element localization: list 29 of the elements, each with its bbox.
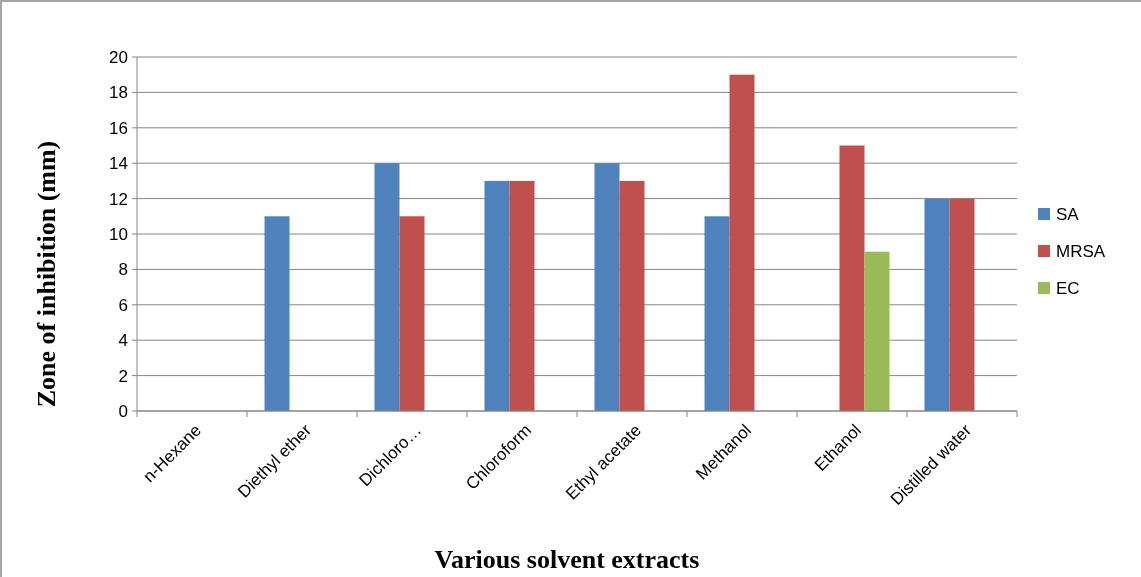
bar bbox=[484, 180, 510, 411]
y-axis-title: Zone of inhibition (mm) bbox=[32, 140, 61, 408]
legend-label: MRSA bbox=[1056, 241, 1106, 261]
y-tick-label: 8 bbox=[118, 260, 128, 280]
y-tick-label: 4 bbox=[118, 331, 128, 351]
bar bbox=[704, 216, 730, 411]
y-tick-label: 0 bbox=[118, 401, 128, 421]
y-tick-label: 18 bbox=[109, 83, 128, 103]
y-tick-label: 6 bbox=[118, 295, 128, 315]
bar bbox=[509, 180, 535, 411]
bar bbox=[864, 251, 890, 411]
y-tick-label: 20 bbox=[109, 47, 128, 67]
y-tick-label: 16 bbox=[109, 118, 128, 138]
y-tick-label: 10 bbox=[109, 224, 128, 244]
legend-label: EC bbox=[1056, 278, 1080, 298]
y-tick-label: 2 bbox=[118, 366, 128, 386]
y-tick-label: 14 bbox=[109, 154, 128, 174]
bar bbox=[839, 145, 865, 411]
x-axis-title: Various solvent extracts bbox=[434, 545, 700, 574]
bar bbox=[924, 198, 950, 411]
bar bbox=[374, 163, 400, 411]
y-tick-label: 12 bbox=[109, 189, 128, 209]
bar bbox=[594, 163, 620, 411]
legend-label: SA bbox=[1056, 204, 1080, 224]
bar bbox=[949, 198, 975, 411]
bar bbox=[619, 180, 645, 411]
bar bbox=[264, 216, 290, 411]
bar bbox=[399, 216, 425, 411]
bar bbox=[729, 74, 755, 411]
